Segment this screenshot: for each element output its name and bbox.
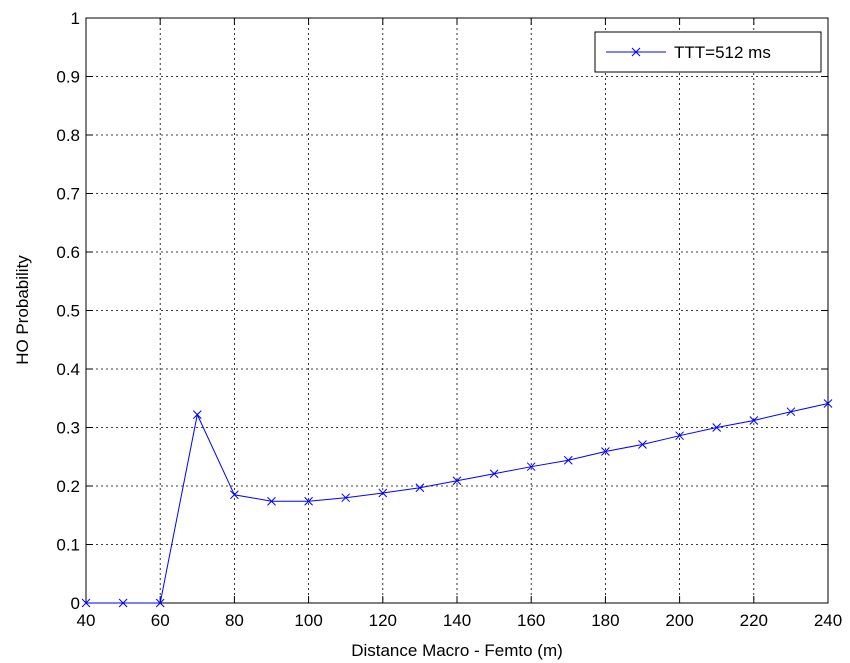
grid-lines xyxy=(86,18,828,603)
data-point-marker xyxy=(304,496,313,506)
plot-frame xyxy=(85,17,829,604)
x-tick-label: 120 xyxy=(369,611,397,630)
data-point-marker xyxy=(563,455,573,465)
data-point-marker xyxy=(415,483,425,493)
data-series xyxy=(81,399,833,608)
data-point-marker xyxy=(192,410,202,419)
y-tick-label: 0.8 xyxy=(56,126,80,145)
y-tick-label: 0.3 xyxy=(56,419,80,438)
legend-series-name: TTT=512 ms xyxy=(674,43,771,62)
x-tick-label: 220 xyxy=(740,611,768,630)
data-point-marker xyxy=(81,598,91,608)
x-tick-label: 80 xyxy=(225,611,244,630)
y-tick-label: 1 xyxy=(71,9,80,28)
data-point-marker xyxy=(489,469,499,479)
y-tick-label: 0.7 xyxy=(56,185,80,204)
y-tick-label: 0.6 xyxy=(56,243,80,262)
x-axis-ticks: 40 60 80 100 120 140 160 180 200 220 240 xyxy=(77,18,842,630)
y-tick-label: 0 xyxy=(71,594,80,613)
data-point-marker xyxy=(638,440,647,449)
x-tick-label: 160 xyxy=(517,611,545,630)
data-point-marker xyxy=(230,490,239,500)
data-point-marker xyxy=(786,407,796,417)
data-point-marker xyxy=(118,598,128,608)
legend-box xyxy=(594,31,822,73)
data-point-marker xyxy=(712,423,722,432)
x-tick-label: 240 xyxy=(814,611,842,630)
x-tick-label: 180 xyxy=(591,611,619,630)
x-tick-label: 60 xyxy=(151,611,170,630)
data-point-marker xyxy=(267,496,276,506)
y-axis-ticks: 0 0.1 0.2 0.3 0.4 0.5 0.6 0.7 0.8 0.9 1 xyxy=(56,9,828,613)
x-tick-label: 100 xyxy=(294,611,322,630)
legend: TTT=512 ms xyxy=(594,31,822,73)
data-point-marker xyxy=(749,416,759,425)
data-point-marker xyxy=(341,493,351,503)
x-axis-label: Distance Macro - Femto (m) xyxy=(351,641,563,660)
y-tick-label: 0.9 xyxy=(56,68,80,87)
y-tick-label: 0.5 xyxy=(56,302,80,321)
x-tick-label: 140 xyxy=(443,611,471,630)
y-tick-label: 0.4 xyxy=(56,360,80,379)
legend-marker-x xyxy=(631,47,641,57)
data-point-marker xyxy=(823,399,833,408)
data-point-marker xyxy=(675,431,684,441)
x-tick-label: 40 xyxy=(77,611,96,630)
data-point-marker xyxy=(378,488,388,498)
y-tick-label: 0.1 xyxy=(56,536,80,555)
data-point-marker xyxy=(526,462,536,472)
data-point-marker xyxy=(155,598,165,608)
data-point-marker xyxy=(601,447,610,456)
y-axis-label: HO Probability xyxy=(13,255,32,365)
data-point-marker xyxy=(452,476,462,486)
y-tick-label: 0.2 xyxy=(56,477,80,496)
x-tick-label: 200 xyxy=(665,611,693,630)
